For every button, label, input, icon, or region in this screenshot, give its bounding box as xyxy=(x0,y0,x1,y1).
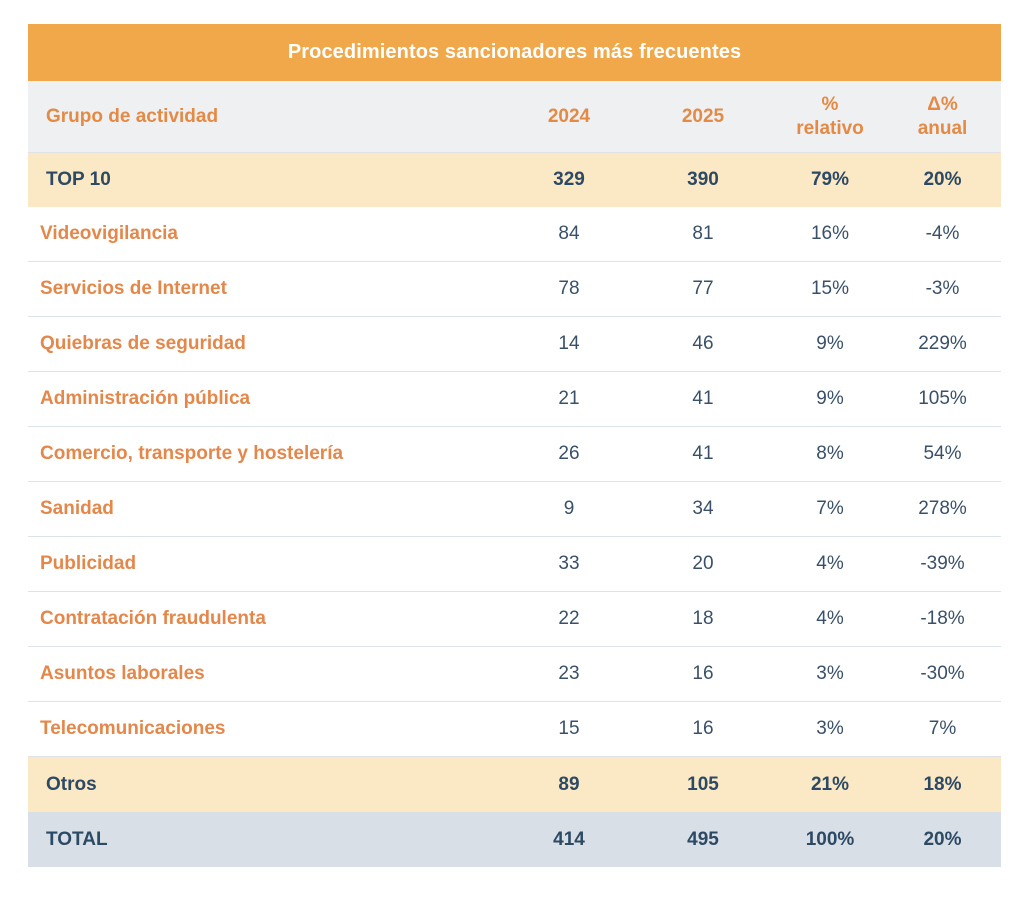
table-row: Servicios de Internet 78 77 15% -3% xyxy=(28,262,1001,317)
cell-relative: 4% xyxy=(816,608,844,629)
cell-2024: 78 xyxy=(558,278,580,299)
cell-2024: 414 xyxy=(553,828,585,850)
cell-annual: 278% xyxy=(918,498,967,519)
row-label: Comercio, transporte y hostelería xyxy=(40,443,344,464)
cell-2025: 34 xyxy=(692,498,714,519)
cell-relative: 7% xyxy=(816,498,844,519)
cell-annual: 7% xyxy=(928,718,957,739)
cell-2025: 77 xyxy=(692,278,714,299)
cell-relative: 100% xyxy=(805,828,855,850)
header-annual-line2: anual xyxy=(917,117,968,139)
row-label: Telecomunicaciones xyxy=(40,718,226,739)
row-label: Servicios de Internet xyxy=(40,278,227,299)
cell-2024: 22 xyxy=(558,608,580,629)
cell-2024: 23 xyxy=(558,663,580,684)
cell-2024: 15 xyxy=(558,718,580,739)
header-relative-line2: relativo xyxy=(796,117,864,139)
header-relative-line1: % xyxy=(821,93,839,115)
total-row: TOTAL 414 495 100% 20% xyxy=(28,812,1001,867)
row-label: Publicidad xyxy=(40,553,137,574)
data-table: Procedimientos sancionadores más frecuen… xyxy=(28,24,1001,867)
cell-2024: 26 xyxy=(558,443,580,464)
cell-relative: 16% xyxy=(810,223,850,244)
cell-2024: 329 xyxy=(553,169,585,190)
cell-2025: 495 xyxy=(687,828,719,850)
cell-annual: 18% xyxy=(923,773,962,795)
cell-annual: 105% xyxy=(918,388,967,409)
row-label: Asuntos laborales xyxy=(40,663,205,684)
table-row: Videovigilancia 84 81 16% -4% xyxy=(28,207,1001,262)
cell-relative: 3% xyxy=(816,663,844,684)
row-label: Contratación fraudulenta xyxy=(40,608,266,629)
header-row: Grupo de actividad 2024 2025 % relativo … xyxy=(28,81,1001,153)
table-row: Administración pública 21 41 9% 105% xyxy=(28,372,1001,427)
table-row: Sanidad 9 34 7% 278% xyxy=(28,482,1001,537)
cell-2025: 41 xyxy=(692,388,714,409)
cell-relative: 8% xyxy=(816,443,844,464)
row-label: Otros xyxy=(46,773,97,795)
cell-2024: 89 xyxy=(558,773,580,795)
cell-relative: 15% xyxy=(810,278,850,299)
cell-annual: 20% xyxy=(923,169,962,190)
cell-2025: 81 xyxy=(692,223,714,244)
cell-relative: 21% xyxy=(810,773,850,795)
cell-annual: -4% xyxy=(925,223,960,244)
cell-2024: 84 xyxy=(558,223,580,244)
table-row: Telecomunicaciones 15 16 3% 7% xyxy=(28,702,1001,757)
cell-relative: 3% xyxy=(816,718,844,739)
cell-annual: -3% xyxy=(925,278,960,299)
table-row: Comercio, transporte y hostelería 26 41 8% 5… xyxy=(28,427,1001,482)
cell-2025: 16 xyxy=(692,663,714,684)
cell-2024: 14 xyxy=(558,333,580,354)
cell-relative: 9% xyxy=(816,388,844,409)
table-row: Contratación fraudulenta 22 18 4% -18% xyxy=(28,592,1001,647)
cell-2024: 9 xyxy=(563,498,575,519)
cell-annual: 20% xyxy=(923,828,962,850)
row-label: TOTAL xyxy=(46,828,108,850)
cell-relative: 4% xyxy=(816,553,844,574)
row-label: Quiebras de seguridad xyxy=(40,333,246,354)
cell-2025: 16 xyxy=(692,718,714,739)
row-label: Videovigilancia xyxy=(40,223,178,244)
cell-2024: 21 xyxy=(558,388,580,409)
cell-annual: -30% xyxy=(920,663,965,684)
header-group: Grupo de actividad xyxy=(46,105,219,127)
cell-annual: -18% xyxy=(920,608,965,629)
header-2024: 2024 xyxy=(547,105,591,127)
otros-row: Otros 89 105 21% 18% xyxy=(28,757,1001,812)
table-row: Asuntos laborales 23 16 3% -30% xyxy=(28,647,1001,702)
cell-2025: 18 xyxy=(692,608,714,629)
cell-2025: 46 xyxy=(692,333,714,354)
cell-2025: 20 xyxy=(692,553,714,574)
top10-row: TOP 10 329 390 79% 20% xyxy=(28,153,1001,207)
header-annual: Δ% anual xyxy=(884,93,1001,141)
header-relative: % relativo xyxy=(776,93,884,141)
header-2025: 2025 xyxy=(681,105,725,127)
header-annual-line1: Δ% xyxy=(927,93,958,115)
row-label: TOP 10 xyxy=(46,169,111,190)
row-label: Administración pública xyxy=(40,388,251,409)
table-row: Quiebras de seguridad 14 46 9% 229% xyxy=(28,317,1001,372)
table-title: Procedimientos sancionadores más frecuen… xyxy=(28,24,1001,81)
cell-annual: 229% xyxy=(918,333,967,354)
row-label: Sanidad xyxy=(40,498,114,519)
cell-2025: 105 xyxy=(687,773,719,795)
cell-annual: 54% xyxy=(923,443,962,464)
cell-2024: 33 xyxy=(558,553,580,574)
cell-relative: 9% xyxy=(816,333,844,354)
cell-2025: 390 xyxy=(687,169,719,190)
table-row: Publicidad 33 20 4% -39% xyxy=(28,537,1001,592)
cell-annual: -39% xyxy=(920,553,965,574)
data-rows: Videovigilancia 84 81 16% -4% Servicios de In… xyxy=(28,207,1001,757)
cell-relative: 79% xyxy=(810,169,850,190)
cell-2025: 41 xyxy=(692,443,714,464)
